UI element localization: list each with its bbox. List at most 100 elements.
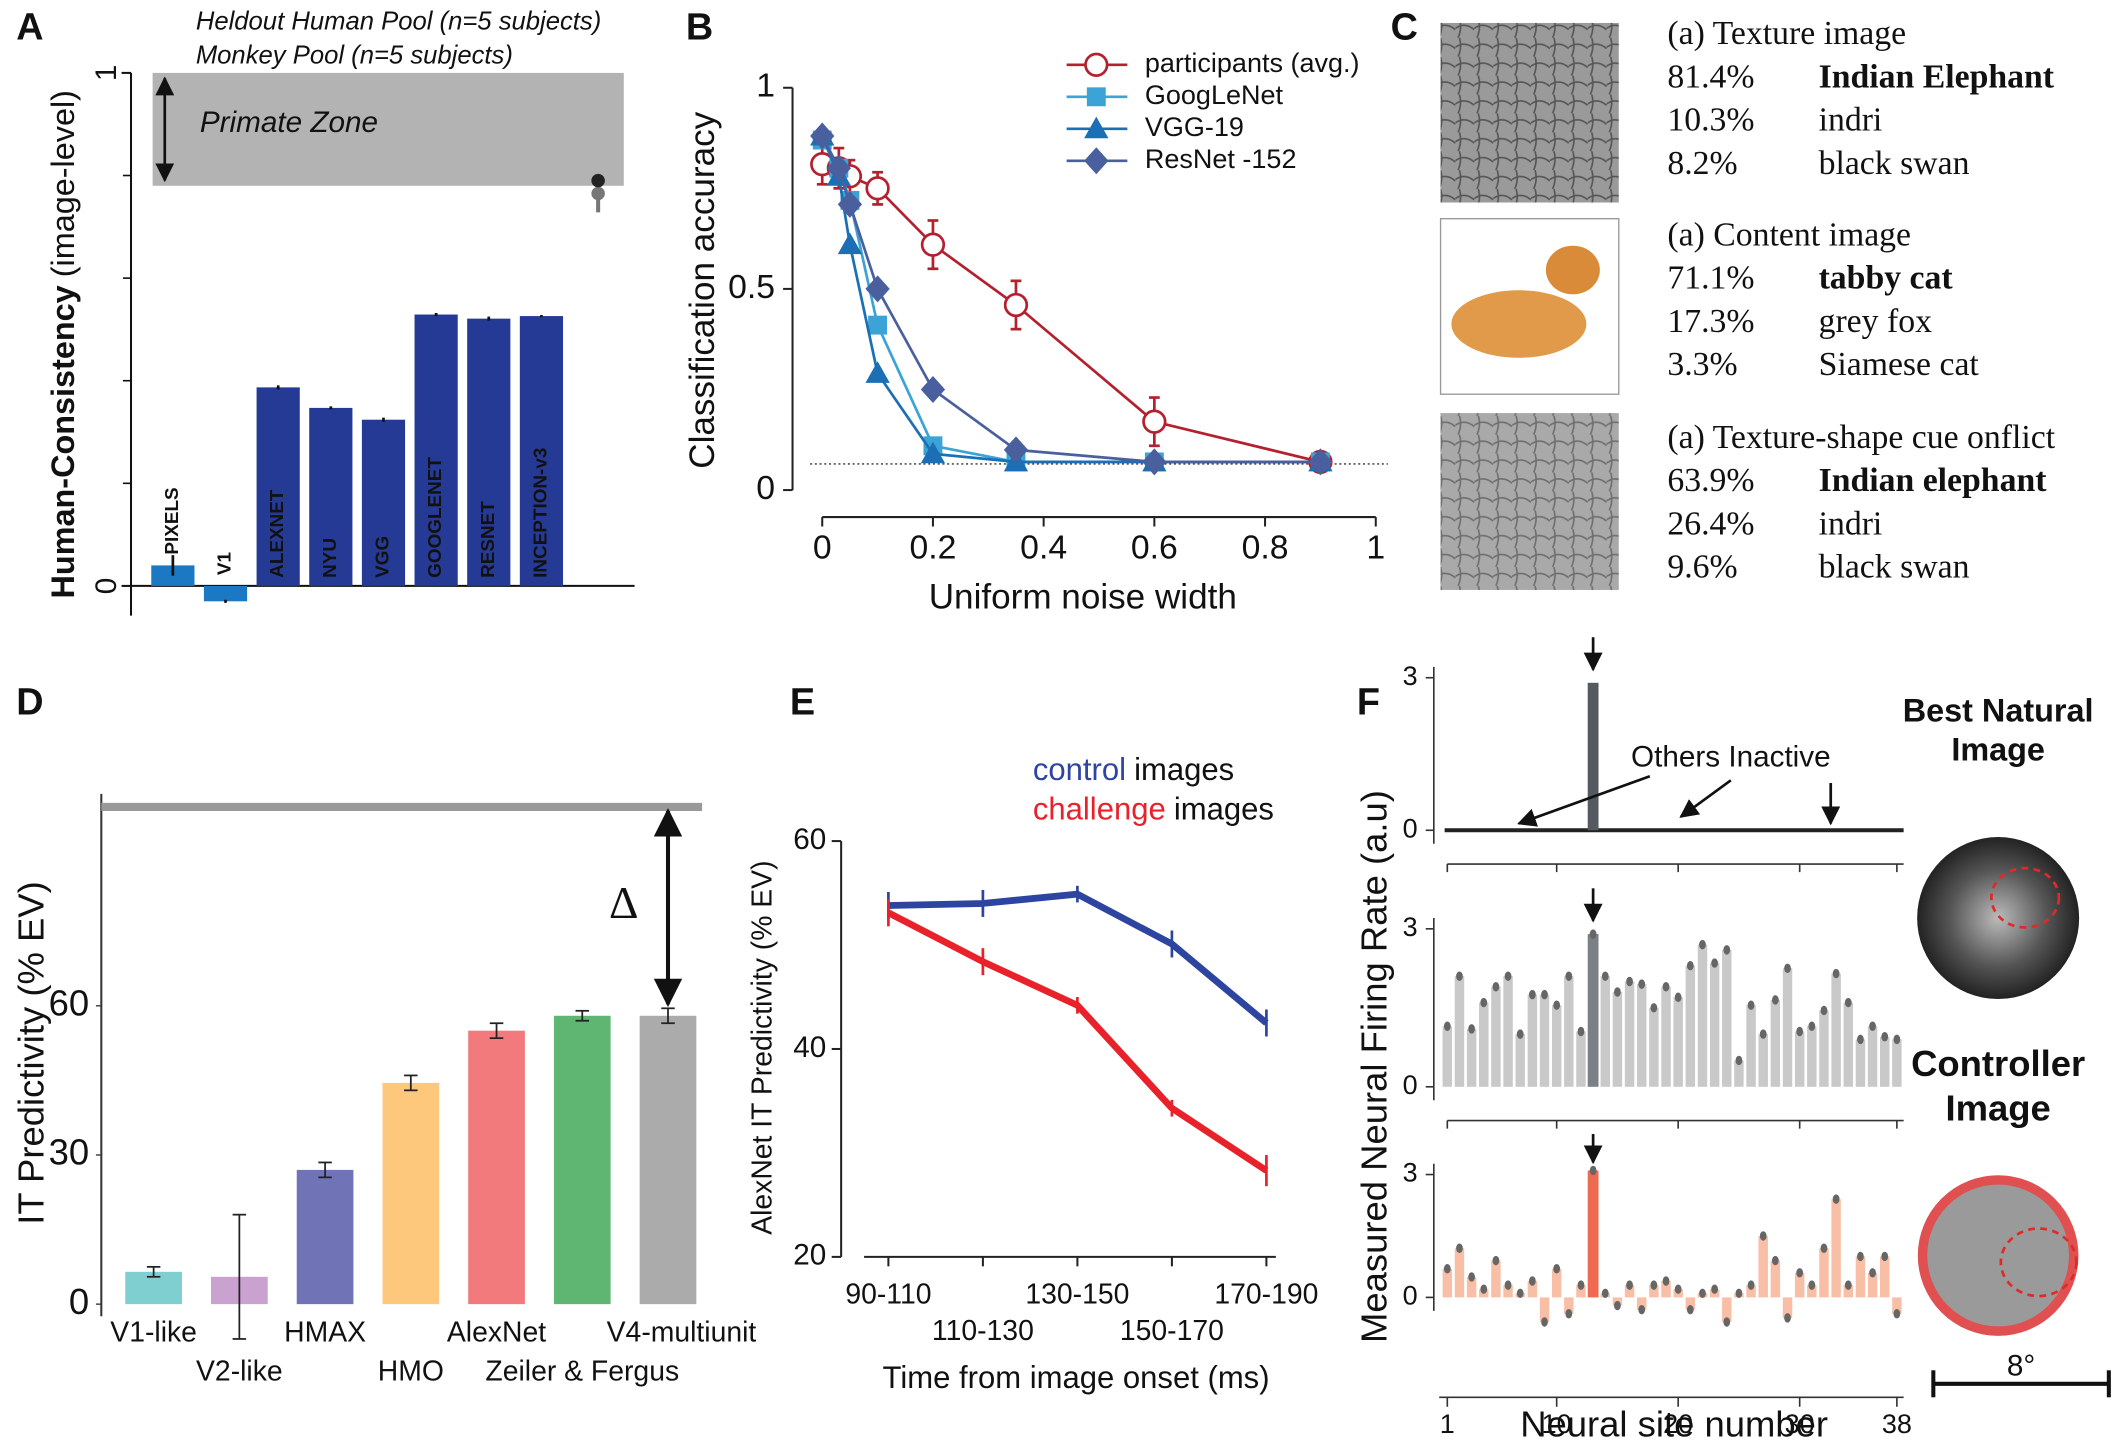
- marker: [920, 441, 946, 464]
- marker: [1003, 292, 1029, 318]
- bar: [309, 407, 353, 586]
- bar: [1782, 1297, 1793, 1318]
- bar: [468, 1030, 525, 1305]
- series-line: [821, 139, 1321, 464]
- x-axis-label: Neural site number: [1520, 1404, 1828, 1445]
- error-dot: [1650, 1003, 1658, 1013]
- category-label: V1-like: [110, 1316, 197, 1348]
- x-tick-label: 1: [1366, 528, 1385, 566]
- bar: [203, 585, 248, 602]
- error-dot: [1686, 1304, 1694, 1315]
- y-tick-label: 3: [1403, 912, 1418, 942]
- error-dot: [1771, 1255, 1779, 1266]
- prediction-percent: 10.3%: [1667, 102, 1754, 139]
- prediction-label: indri: [1819, 102, 1883, 139]
- error-dot: [1662, 1276, 1670, 1286]
- error-dot: [1832, 1194, 1840, 1204]
- primate-zone: [152, 72, 624, 186]
- annotation-arrow: [1517, 775, 1651, 827]
- bar: [1527, 1281, 1538, 1298]
- prediction-percent: 71.1%: [1667, 260, 1754, 297]
- error-dot: [1893, 1034, 1901, 1045]
- error-dot: [1553, 1000, 1561, 1010]
- x-tick-label: 0.8: [1242, 528, 1289, 566]
- error-dot: [1601, 971, 1609, 981]
- error-dot: [1881, 1032, 1889, 1042]
- prediction-label: black swan: [1819, 548, 1970, 585]
- panel-letter: E: [790, 682, 815, 724]
- annotation-arrow: [1679, 779, 1732, 818]
- error-dot: [1820, 1005, 1828, 1016]
- y-tick-label: 0: [756, 469, 775, 507]
- cue-conflict-image: [1440, 413, 1619, 590]
- bar: [382, 1082, 440, 1305]
- y-axis-label: Classification accuracy: [683, 111, 722, 468]
- error-dot: [1504, 1280, 1512, 1290]
- error-dot: [1747, 1280, 1755, 1290]
- marker: [1003, 436, 1029, 464]
- y-tick-label: 30: [49, 1132, 90, 1173]
- zone-label: Primate Zone: [200, 106, 378, 139]
- prediction-percent: 63.9%: [1667, 462, 1754, 499]
- error-dot: [1674, 1284, 1682, 1294]
- error-dot: [1516, 1029, 1524, 1039]
- category-label: AlexNet: [447, 1316, 546, 1348]
- x-axis-label: Time from image onset (ms): [883, 1360, 1270, 1395]
- bar: [1855, 1256, 1866, 1298]
- error-dot: [1699, 939, 1706, 950]
- y-tick-label: 60: [793, 823, 826, 856]
- x-tick-label: 130-150: [1025, 1279, 1129, 1311]
- bar: [1587, 1170, 1599, 1298]
- x-tick-label: 0.2: [909, 528, 956, 566]
- error-dot: [1869, 1021, 1876, 1031]
- x-tick-label: 0.6: [1131, 528, 1178, 566]
- error-dot: [1541, 1317, 1548, 1327]
- category-label: VGG: [372, 536, 393, 578]
- bar: [1685, 1297, 1696, 1310]
- bar: [1624, 1285, 1635, 1298]
- error-dot: [1699, 1288, 1706, 1299]
- bar: [1491, 986, 1501, 1087]
- bar: [1454, 976, 1465, 1087]
- series-line: [886, 909, 1269, 1174]
- bar: [1843, 1285, 1854, 1298]
- bar: [1587, 934, 1599, 1087]
- error-dot: [1808, 1021, 1816, 1031]
- y-tick-label: 3: [1403, 661, 1418, 691]
- bar: [639, 1015, 697, 1305]
- bar: [1807, 1285, 1817, 1298]
- marker: [826, 154, 851, 182]
- category-label: RESNET: [478, 501, 499, 578]
- bar: [1576, 1031, 1586, 1087]
- legend-label: ResNet -152: [1145, 144, 1297, 174]
- error-dot: [1541, 989, 1548, 1000]
- bar: [1867, 1026, 1878, 1087]
- error-dot: [1674, 992, 1682, 1003]
- bar: [256, 387, 300, 586]
- image-label: Controller: [1911, 1043, 2085, 1084]
- error-dot: [1759, 1029, 1767, 1039]
- x-tick-label: 150-170: [1120, 1315, 1224, 1347]
- bar: [1649, 1007, 1659, 1087]
- panel-letter: F: [1357, 682, 1380, 724]
- marker: [1142, 409, 1167, 434]
- y-tick-label: 0.5: [728, 268, 775, 306]
- legend-label: GoogLeNet: [1145, 80, 1284, 110]
- error-dot: [1869, 1268, 1876, 1278]
- x-tick-label: 110-130: [932, 1315, 1034, 1347]
- bar: [1722, 949, 1732, 1087]
- error-dot: [1857, 1034, 1864, 1045]
- error-dot: [1711, 958, 1718, 968]
- x-tick-label: 38: [1882, 1409, 1912, 1439]
- bar: [1442, 1026, 1453, 1087]
- delta-label: Δ: [609, 877, 639, 928]
- marker: [1142, 448, 1167, 476]
- prediction-label: indri: [1819, 505, 1883, 542]
- error-dot: [1443, 1264, 1451, 1274]
- bar: [1539, 1297, 1550, 1322]
- bar: [361, 419, 406, 586]
- bar: [1503, 1285, 1513, 1298]
- panel-c-images: [1439, 22, 1620, 590]
- bar: [1794, 1031, 1805, 1087]
